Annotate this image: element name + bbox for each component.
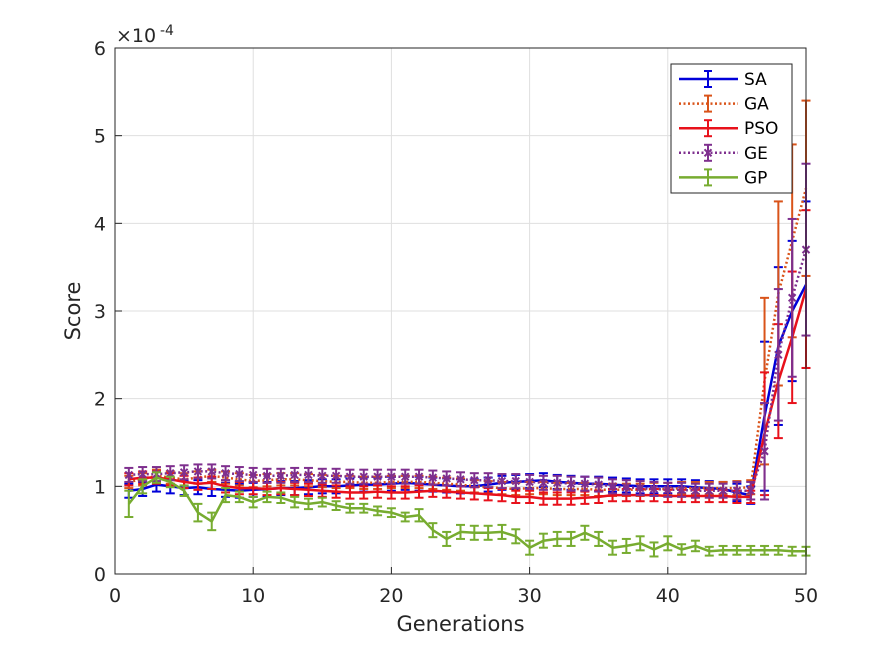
data-point [345,472,355,481]
data-point [359,472,368,481]
series-line [128,187,808,492]
y-tick-label: 4 [94,213,106,235]
data-point [470,475,479,485]
data-point [691,486,700,495]
y-tick-label: 2 [94,389,106,411]
data-point [387,472,396,481]
data-point [553,478,562,488]
y-tick-label: 6 [94,38,106,60]
series-layer [124,99,811,558]
legend-item-sa: SA [679,70,767,90]
data-point [318,471,327,481]
data-point [774,350,783,360]
data-point [193,467,203,476]
data-point [635,483,645,493]
data-point [414,472,424,481]
data-point [760,447,769,456]
y-axis-label: Score [61,282,85,341]
data-point [483,475,493,485]
y-exponent: ×10 -4 [116,23,174,47]
x-tick-label: 20 [379,585,403,607]
legend-label: GE [744,144,768,164]
data-point [677,485,686,495]
data-point [290,470,299,480]
legend-swatch-marker [703,148,713,158]
data-point [732,486,742,495]
legend-item-ga: GA [679,94,769,115]
data-point [235,469,244,479]
series-line [128,288,808,500]
y-tick-label: 1 [94,476,106,498]
legend: SA GA PSO GE GP [670,63,793,194]
data-point [663,485,673,495]
data-point [718,486,728,495]
x-tick-label: 50 [794,585,818,607]
x-tick-label: 30 [518,585,542,607]
y-exponent-base: ×10 [116,25,156,47]
data-point [622,483,631,492]
y-tick-label: 0 [94,564,106,586]
data-point [566,479,576,488]
data-point [608,482,617,491]
data-point [401,472,410,481]
series-ge [124,162,811,501]
data-point [262,471,272,481]
y-tick-label: 5 [94,126,106,148]
x-tick-label: 40 [656,585,680,607]
y-tick-label: 3 [94,301,106,323]
legend-label: SA [744,70,767,90]
data-point [456,475,465,484]
legend-item-gp: GP [679,168,767,188]
data-point [787,293,797,303]
data-point [746,486,755,495]
data-point [276,471,286,481]
series-line [127,476,806,553]
legend-label: PSO [744,119,778,139]
data-point [179,468,189,477]
data-point [331,471,341,481]
data-point [511,476,520,486]
legend-label: GA [744,95,769,115]
data-point [705,486,714,495]
data-point [497,476,507,486]
data-point [539,478,548,488]
data-point [594,480,603,489]
legend-item-pso: PSO [679,119,778,139]
data-point [442,474,451,483]
data-point [428,473,438,482]
series-line [128,249,808,492]
y-exponent-power: -4 [160,23,174,39]
x-tick-label: 0 [109,585,121,607]
data-point [525,477,534,487]
legend-item-ge: GE [679,143,768,164]
x-tick-label: 10 [241,585,265,607]
data-point [248,470,258,480]
tick-layer: 0 10 20 30 40 50 0 1 2 3 4 5 6 [94,38,818,607]
data-point [207,467,216,476]
data-point [373,472,382,481]
data-point [304,470,313,480]
data-point [138,469,147,479]
data-point [221,468,230,478]
data-point [166,468,175,478]
data-point [649,484,659,494]
data-point [124,470,134,480]
legend-label: GP [744,168,767,188]
data-point [580,479,590,488]
x-axis-label: Generations [396,612,524,636]
series-gp [124,471,811,558]
